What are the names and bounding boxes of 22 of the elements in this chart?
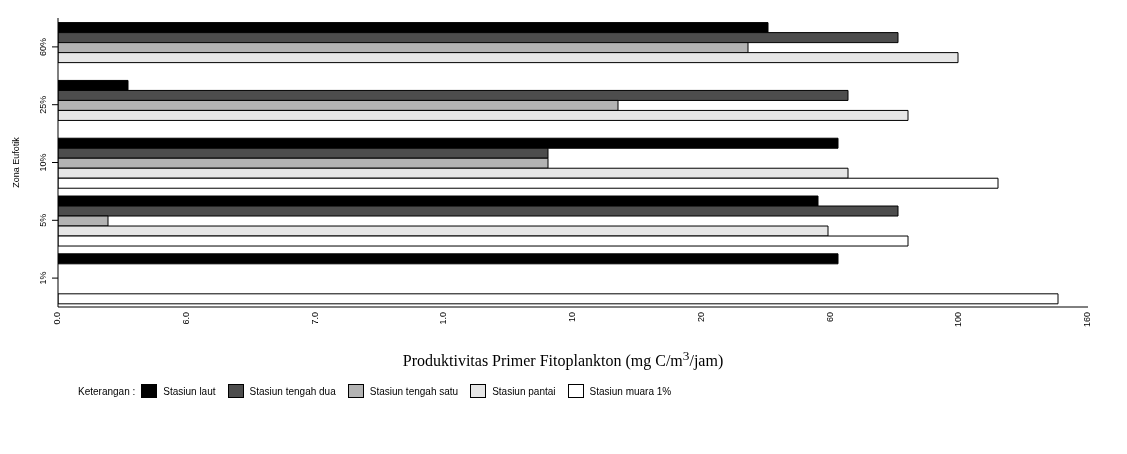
legend-label: Stasiun pantai bbox=[492, 385, 556, 397]
text: 1.0 bbox=[438, 312, 449, 325]
x-axis-title: Produktivitas Primer Fitoplankton (mg C/m$^{3}$/jam) bbox=[401, 348, 725, 371]
text: 7.0 bbox=[309, 312, 320, 325]
y-tick-label: 5% bbox=[38, 213, 48, 227]
y-tick-label: 1% bbox=[38, 271, 48, 285]
text: 20 bbox=[695, 312, 706, 323]
legend-label: Stasiun laut bbox=[163, 385, 216, 397]
y-tick-label: 60% bbox=[38, 37, 48, 56]
y-tick-label: 10% bbox=[38, 153, 48, 172]
text: 60 bbox=[824, 312, 835, 323]
legend-label: Stasiun muara 1% bbox=[589, 385, 672, 397]
y-axis-title: Zona Eufotik bbox=[11, 136, 22, 188]
text: 160 bbox=[1082, 312, 1092, 328]
legend-title: Keterangan : bbox=[78, 385, 136, 397]
text: 100 bbox=[953, 312, 964, 328]
text: 0.0 bbox=[52, 312, 62, 325]
text: 6.0 bbox=[180, 312, 191, 325]
y-tick-label: 25% bbox=[38, 95, 48, 114]
legend-label: Stasiun tengah satu bbox=[369, 385, 459, 397]
legend-label: Stasiun tengah dua bbox=[249, 385, 336, 397]
text: 10 bbox=[567, 312, 577, 323]
